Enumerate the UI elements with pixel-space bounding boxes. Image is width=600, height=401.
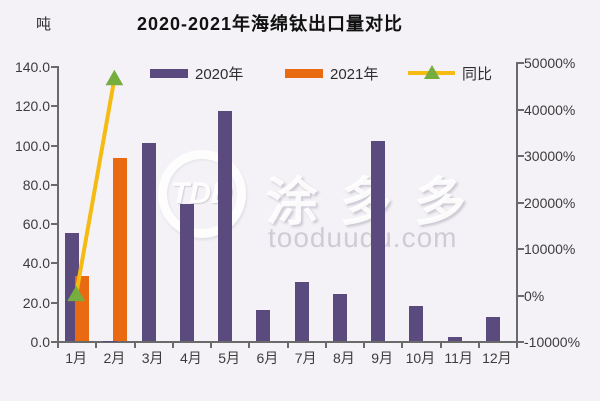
y-axis-unit-label: 吨: [36, 16, 52, 33]
bar-2020年-3月: [141, 142, 156, 341]
x-axis-category-label: 5月: [218, 350, 241, 366]
legend-item-2020: 2020年: [150, 62, 243, 84]
x-axis-category-label: 11月: [444, 350, 473, 366]
x-axis-tick: [248, 343, 251, 348]
yoy-line: [74, 76, 117, 297]
legend-line-marker: [408, 65, 455, 81]
x-axis-category-label: 12月: [482, 350, 512, 366]
bar-2020年-12月: [485, 317, 500, 341]
x-axis-tick: [324, 343, 327, 348]
x-axis-category-label: 1月: [65, 350, 88, 366]
x-axis-category-label: 2月: [103, 350, 126, 366]
y-axis-left-tick-label: 0.0: [30, 334, 50, 350]
bar-2020年-5月: [218, 111, 233, 341]
y-axis-right-tick-label: -10000%: [524, 334, 581, 350]
bar-2020年-6月: [256, 309, 271, 341]
x-axis-tick: [57, 343, 59, 348]
y-axis-left-tick: [51, 144, 57, 147]
x-axis-tick: [95, 343, 98, 348]
legend-yoy-triangle-icon: [424, 65, 440, 79]
y-axis-left-line: [57, 66, 59, 341]
legend-item-yoy: 同比: [408, 62, 492, 84]
legend-label-2021: 2021年: [330, 65, 379, 83]
bar-2020年-9月: [371, 140, 386, 341]
x-axis-tick: [477, 343, 480, 348]
y-axis-left-tick: [51, 183, 57, 186]
legend-item-2021: 2021年: [285, 62, 378, 84]
x-axis-tick: [363, 343, 365, 348]
x-axis-tick: [401, 343, 404, 348]
y-axis-right-tick-label: 50000%: [524, 55, 576, 71]
y-axis-left-tick-label: 20.0: [22, 294, 50, 311]
chart-title: 2020-2021年海绵钛出口量对比: [136, 14, 404, 34]
y-axis-left-tick-label: 60.0: [22, 216, 50, 233]
y-axis-right-tick-label: 40000%: [524, 101, 576, 118]
y-axis-left-tick: [51, 223, 57, 226]
y-axis-left-tick: [51, 105, 57, 108]
y-axis-left-tick: [51, 341, 57, 343]
x-axis-tick: [210, 343, 212, 348]
x-axis-category-label: 6月: [256, 350, 279, 366]
y-axis-right-tick: [518, 155, 524, 157]
x-axis-tick: [133, 343, 136, 348]
y-axis-right-line: [516, 62, 518, 341]
y-axis-left-tick-label: 140.0: [14, 59, 50, 75]
x-axis-category-label: 7月: [294, 350, 317, 366]
y-axis-right-tick-label: 20000%: [524, 194, 576, 211]
x-axis-category-label: 9月: [371, 350, 394, 366]
y-axis-right-tick: [518, 62, 524, 64]
yoy-marker-triangle: [67, 285, 85, 302]
y-axis-right-tick-label: 10000%: [524, 241, 576, 257]
y-axis-left-tick-label: 100.0: [14, 137, 50, 154]
y-axis-right-tick: [518, 248, 524, 250]
y-axis-right-tick: [518, 201, 524, 204]
y-axis-right-tick-label: 30000%: [524, 148, 576, 164]
x-axis-category-label: 10月: [405, 350, 436, 366]
x-axis-category-label: 4月: [179, 350, 202, 366]
bar-2021年-2月: [113, 158, 128, 341]
bar-2020年-8月: [332, 293, 347, 341]
x-axis-tick: [171, 343, 174, 348]
bar-2020年-10月: [409, 305, 424, 341]
y-axis-right-tick: [518, 341, 524, 343]
x-axis-tick: [516, 343, 518, 348]
legend-swatch-2020: [150, 68, 188, 78]
legend-swatch-2021: [285, 68, 323, 78]
bar-2020年-11月: [447, 337, 462, 341]
x-axis-category-label: 3月: [141, 350, 164, 366]
legend-label-yoy: 同比: [462, 65, 493, 83]
yoy-marker-triangle: [105, 69, 124, 86]
y-axis-left-tick: [51, 301, 57, 304]
y-axis-left-tick-label: 120.0: [14, 98, 50, 115]
x-axis-line: [57, 341, 518, 343]
x-axis-category-label: 8月: [332, 350, 355, 366]
x-axis-tick: [439, 343, 442, 348]
y-axis-right-tick: [518, 108, 524, 111]
x-axis-tick: [286, 343, 289, 348]
bar-2020年-7月: [294, 282, 309, 341]
y-axis-left-tick: [51, 66, 57, 68]
y-axis-right-tick-label: 0%: [524, 287, 545, 304]
y-axis-left-tick-label: 40.0: [22, 255, 50, 272]
y-axis-left-tick-label: 80.0: [22, 176, 50, 193]
y-axis-right-tick: [518, 294, 524, 297]
legend-label-2020: 2020年: [195, 65, 244, 83]
y-axis-left-tick: [51, 262, 57, 265]
